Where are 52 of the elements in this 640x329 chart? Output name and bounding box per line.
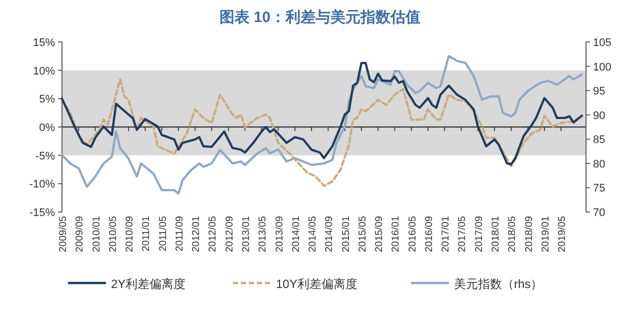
- x-tick-label: 2014/05: [308, 216, 319, 252]
- x-tick-label: 2009/09: [74, 216, 86, 252]
- x-tick-label: 2013/05: [258, 216, 269, 252]
- x-tick-label: 2011/01: [141, 216, 152, 252]
- x-tick-label: 2016/05: [407, 216, 418, 252]
- y2-tick-label: 80: [593, 158, 606, 170]
- y2-tick-label: 90: [593, 110, 606, 122]
- x-tick-label: 2019/05: [557, 216, 568, 252]
- x-tick-label: 2010/05: [108, 216, 119, 252]
- y2-tick-label: 85: [593, 134, 606, 146]
- line-series: [60, 54, 583, 195]
- line-series: [60, 62, 583, 166]
- y-tick-label: 5%: [39, 94, 56, 106]
- x-tick-label: 2019/01: [540, 216, 552, 252]
- x-tick-label: 2015/01: [340, 216, 352, 252]
- x-tick-label: 2013/09: [274, 216, 286, 252]
- x-tick-label: 2011/09: [174, 216, 186, 252]
- x-tick-label: 2017/01: [440, 216, 452, 252]
- y2-tick-label: 75: [593, 182, 606, 195]
- y2-tick-label: 95: [593, 86, 606, 98]
- x-tick-label: 2012/05: [208, 216, 219, 252]
- y-tick-label: -10%: [29, 178, 56, 191]
- legend-label: 美元指数（rhs）: [454, 277, 543, 291]
- y-tick-label: 10%: [32, 65, 56, 78]
- x-tick-label: 2017/09: [474, 216, 485, 252]
- y-tick-label: 0%: [39, 122, 56, 134]
- x-tick-label: 2017/05: [457, 216, 468, 252]
- legend-label: 2Y利差偏离度: [111, 277, 186, 291]
- x-tick-label: 2018/05: [507, 216, 518, 252]
- y2-tick-label: 105: [593, 37, 612, 49]
- x-tick-label: 2010/01: [91, 216, 102, 252]
- x-tick-label: 2016/01: [390, 216, 402, 252]
- y-tick-label: -15%: [29, 207, 56, 219]
- x-tick-label: 2009/05: [58, 216, 69, 252]
- y-tick-label: -5%: [35, 150, 56, 162]
- x-tick-label: 2015/05: [357, 216, 368, 252]
- x-tick-label: 2014/09: [324, 216, 336, 252]
- x-tick-label: 2014/01: [290, 216, 302, 252]
- chart-title: 图表 10：利差与美元指数估值: [220, 8, 420, 26]
- x-tick-label: 2018/01: [490, 216, 502, 252]
- x-tick-label: 2012/01: [191, 216, 202, 252]
- x-tick-label: 2015/09: [374, 216, 386, 252]
- x-tick-label: 2012/09: [224, 216, 236, 252]
- y2-tick-label: 100: [593, 61, 612, 74]
- y-tick-label: 15%: [32, 37, 56, 49]
- x-tick-label: 2010/09: [124, 216, 136, 252]
- y2-tick-label: 70: [593, 207, 606, 219]
- legend-label: 10Y利差偏离度: [276, 277, 358, 291]
- x-tick-label: 2013/01: [240, 216, 252, 252]
- x-tick-label: 2016/09: [424, 216, 435, 252]
- x-tick-label: 2018/09: [524, 216, 535, 252]
- x-tick-label: 2011/05: [158, 216, 169, 252]
